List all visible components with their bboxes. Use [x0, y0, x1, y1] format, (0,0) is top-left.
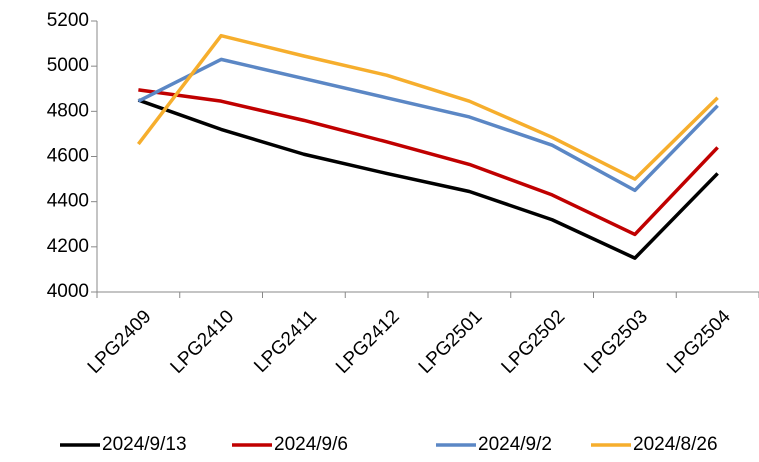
legend-label: 2024/9/2 — [478, 434, 552, 455]
x-tick-label: LPG2412 — [332, 306, 404, 378]
y-tick-label: 4000 — [47, 281, 89, 302]
x-tick-label: LPG2411 — [250, 306, 321, 377]
y-tick-label: 5200 — [47, 10, 89, 31]
y-tick-label: 4800 — [47, 100, 89, 121]
series-line — [137, 57, 719, 193]
x-tick-label: LPG2410 — [167, 306, 239, 378]
x-tick-label: LPG2502 — [498, 306, 570, 378]
series-line — [138, 88, 719, 237]
y-tick-label: 5000 — [47, 55, 89, 76]
y-tick-label: 4400 — [47, 191, 89, 212]
y-tick-label: 4600 — [47, 146, 89, 167]
series-line — [136, 33, 719, 181]
x-tick-label: LPG2409 — [84, 306, 156, 378]
x-tick-label: LPG2503 — [580, 306, 652, 378]
series-line — [137, 98, 719, 260]
legend-label: 2024/9/6 — [274, 434, 348, 455]
y-tick-label: 4200 — [47, 236, 89, 257]
x-tick-label: LPG2504 — [663, 306, 735, 378]
x-tick-label: LPG2501 — [415, 306, 487, 378]
legend-label: 2024/9/13 — [102, 434, 187, 455]
legend-label: 2024/8/26 — [633, 434, 718, 455]
